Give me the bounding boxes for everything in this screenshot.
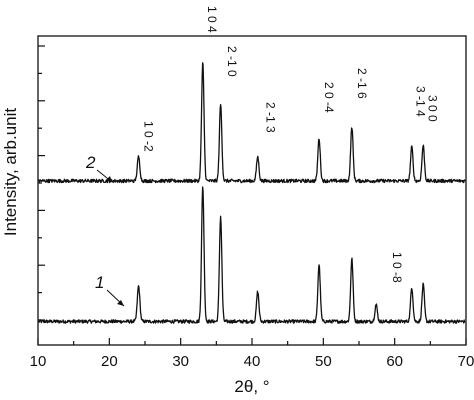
curve-2-arrow-head (106, 176, 112, 182)
peak-label: 1 0 -2 (142, 121, 156, 152)
peak-label: 3 0 0 (426, 95, 440, 122)
peak-label: 1 0 4 (205, 6, 219, 33)
x-axis-title: 2θ, ° (234, 377, 269, 396)
peak-label: 1 0 -8 (390, 252, 404, 283)
peak-label: 2 -1 3 (264, 102, 278, 133)
labels-group: 1 0 4 1 0 -2 2 -1 0 2 -1 3 2 0 -4 2 -1 6 3 -1 … (85, 6, 440, 307)
curve-1-arrow-head (117, 300, 124, 306)
y-axis-title: Intensity, arb.unit (1, 108, 20, 236)
x-tick-label: 50 (315, 353, 332, 370)
x-tick-label: 20 (101, 353, 118, 370)
series-1-line (38, 186, 466, 324)
x-tick-label: 30 (172, 353, 189, 370)
curve-label-2: 2 (85, 153, 96, 172)
peak-label: 2 0 -4 (322, 82, 336, 113)
peak-label: 2 -1 6 (355, 68, 369, 99)
curve-label-1: 1 (95, 273, 104, 292)
series-group (38, 62, 466, 324)
x-tick-label: 60 (386, 353, 403, 370)
peak-label: 3 -1 4 (414, 86, 428, 117)
axes: 10 20 30 40 50 60 70 (30, 35, 474, 370)
x-tick-label: 10 (30, 353, 47, 370)
peak-label: 2 -1 0 (225, 46, 239, 77)
x-tick-label: 40 (244, 353, 261, 370)
plot-frame (37, 35, 467, 346)
series-2-line (38, 62, 466, 184)
x-tick-label: 70 (458, 353, 474, 370)
